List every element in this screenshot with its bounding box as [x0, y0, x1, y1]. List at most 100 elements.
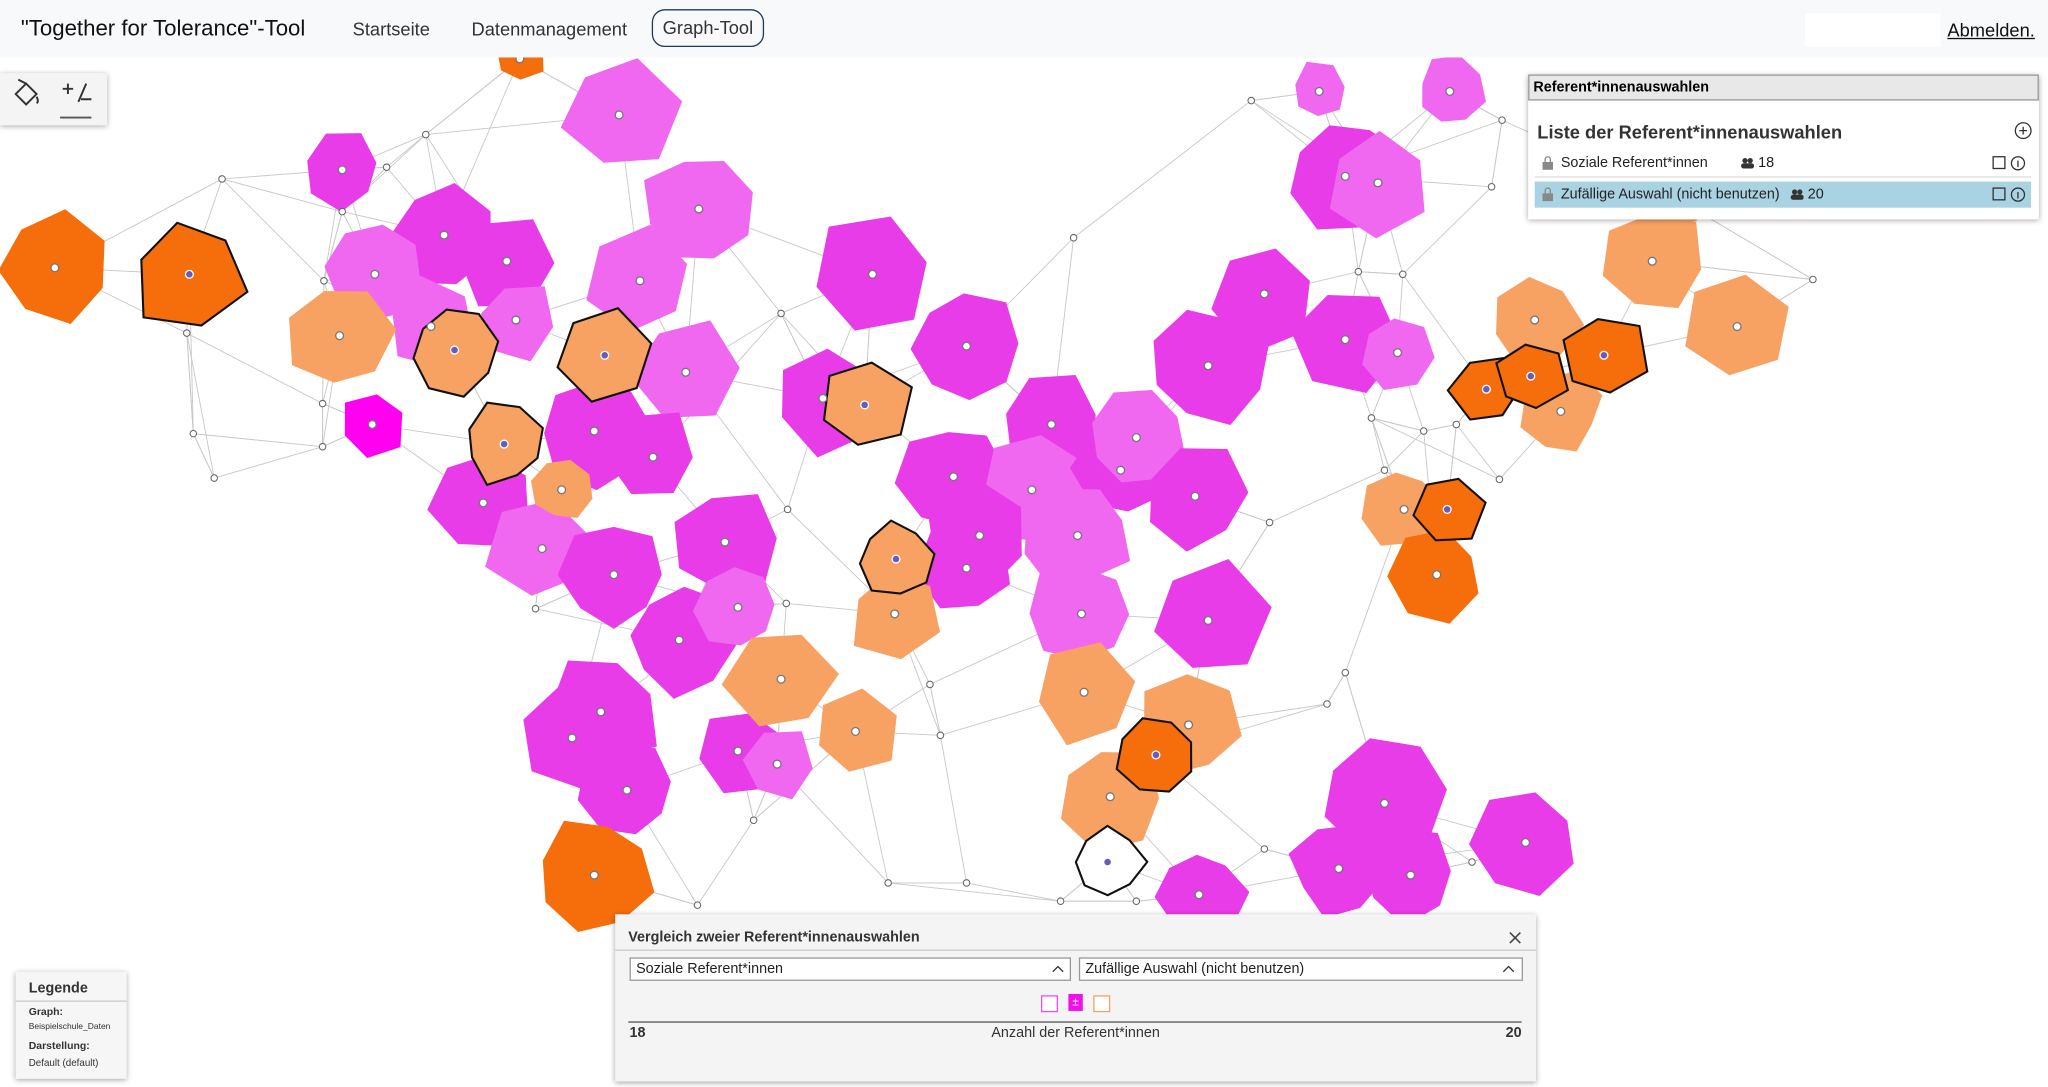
- node: [733, 602, 743, 612]
- node: [567, 733, 577, 743]
- node-cell: [1422, 55, 1486, 122]
- node: [936, 731, 945, 740]
- node: [890, 609, 900, 619]
- node: [502, 256, 512, 266]
- node: [50, 263, 60, 273]
- item-actions[interactable]: [1992, 155, 2026, 171]
- toolbar-icons: [14, 78, 92, 119]
- node: [1398, 270, 1407, 279]
- node: [1495, 475, 1504, 484]
- legend-label: Darstellung:: [28, 1039, 90, 1052]
- axis-label: Anzahl der Referent*innen: [991, 1025, 1160, 1041]
- node: [1259, 289, 1269, 299]
- node: [674, 635, 684, 645]
- comparison-panel: Vergleich zweier Referent*innenauswahlen…: [615, 914, 1536, 1082]
- edge: [1384, 430, 1424, 471]
- node: [1260, 845, 1269, 853]
- legend: Legende Graph: Beispielschule_Daten Dars…: [15, 971, 127, 1079]
- node: [962, 879, 971, 887]
- node: [614, 110, 624, 120]
- selection-panel: Referent*innenauswahlen Liste der Refere…: [1528, 74, 2039, 220]
- node: [337, 165, 347, 175]
- item-count: 20: [1789, 187, 1824, 202]
- node-cell: [1150, 448, 1249, 552]
- node: [1203, 361, 1213, 371]
- node: [1151, 750, 1161, 760]
- edge: [1370, 417, 1385, 471]
- node: [1076, 609, 1087, 619]
- node: [1103, 857, 1113, 867]
- node: [776, 674, 786, 684]
- node: [1132, 897, 1141, 906]
- search-box[interactable]: [1805, 13, 1941, 48]
- close-button[interactable]: [1507, 930, 1523, 946]
- list-item[interactable]: Soziale Referent*innen 18: [1534, 150, 2032, 178]
- add-button[interactable]: [2013, 120, 2034, 141]
- node: [1323, 700, 1331, 708]
- node: [1265, 518, 1274, 527]
- node: [1373, 178, 1383, 188]
- edge: [1423, 424, 1457, 432]
- legend-value: Beispielschule_Daten: [28, 1022, 111, 1032]
- select-right[interactable]: Zufällige Auswahl (nicht benutzen): [1078, 957, 1523, 981]
- node: [1498, 116, 1506, 124]
- edge: [939, 735, 967, 884]
- node: [218, 175, 226, 183]
- node-cell: [914, 521, 1011, 609]
- node: [1105, 792, 1115, 802]
- legend-title: Legende: [28, 980, 88, 997]
- node: [867, 269, 878, 279]
- node: [1647, 256, 1657, 266]
- people-icon: [1790, 189, 1804, 200]
- node: [1314, 86, 1324, 96]
- node: [1046, 419, 1056, 430]
- nav-link-active[interactable]: Graph-Tool: [651, 9, 765, 48]
- node: [1392, 348, 1403, 358]
- node: [367, 419, 377, 430]
- node: [182, 329, 191, 337]
- node: [1341, 668, 1350, 677]
- node: [777, 309, 785, 318]
- edge: [1326, 672, 1346, 705]
- node: [1432, 570, 1442, 580]
- node: [1419, 427, 1428, 435]
- node: [891, 554, 901, 564]
- select-value: Zufällige Auswahl (nicht benutzen): [1085, 961, 1305, 977]
- node-cell: [604, 412, 693, 495]
- node: [335, 331, 345, 341]
- panel-title: Referent*innenauswahlen: [1528, 74, 2039, 101]
- node: [338, 207, 346, 216]
- item-actions[interactable]: [1992, 187, 2026, 203]
- app-title: "Together for Tolerance"-Tool: [20, 15, 306, 41]
- node: [961, 563, 972, 573]
- node: [1203, 615, 1213, 625]
- node: [1556, 406, 1566, 416]
- node: [531, 604, 540, 613]
- node: [1445, 86, 1455, 96]
- node: [318, 442, 327, 451]
- node: [1468, 858, 1476, 866]
- node: [557, 485, 567, 495]
- node-cell: [560, 58, 683, 163]
- node: [693, 901, 702, 909]
- node: [1406, 870, 1416, 880]
- logout-link[interactable]: Abmelden.: [1947, 19, 2035, 41]
- node: [449, 345, 460, 355]
- select-left[interactable]: Soziale Referent*innen: [629, 957, 1072, 981]
- edge-icon[interactable]: [62, 83, 92, 103]
- swatch-right: [1093, 995, 1111, 1013]
- chevron: [1502, 965, 1515, 973]
- legend-value: Default (default): [28, 1056, 99, 1069]
- edge: [192, 433, 215, 479]
- node: [1487, 182, 1496, 191]
- node: [948, 472, 959, 482]
- nav-link[interactable]: Datenmanagement: [471, 18, 628, 40]
- list-item-selected[interactable]: Zufällige Auswahl (nicht benutzen) 20: [1534, 181, 2032, 208]
- toolbar: [0, 73, 108, 126]
- paint-icon[interactable]: [14, 78, 38, 106]
- node: [749, 816, 758, 825]
- node: [499, 439, 509, 449]
- node: [1520, 837, 1531, 848]
- nav-link[interactable]: Startseite: [352, 18, 430, 40]
- swatch-both: ±: [1068, 993, 1083, 1011]
